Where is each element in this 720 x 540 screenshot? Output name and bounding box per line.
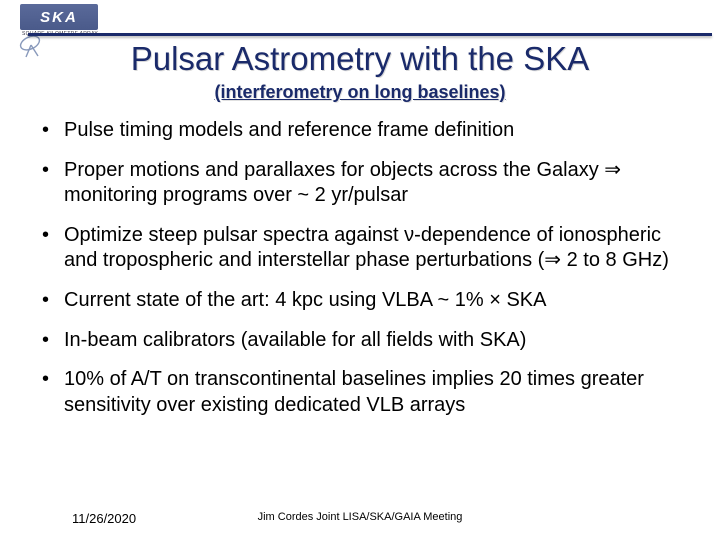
list-item: Current state of the art: 4 kpc using VL…: [38, 288, 690, 314]
slide-footer: 11/26/2020 Jim Cordes Joint LISA/SKA/GAI…: [0, 511, 720, 526]
list-item: Pulse timing models and reference frame …: [38, 118, 690, 144]
list-item: In-beam calibrators (available for all f…: [38, 328, 690, 354]
list-item: Proper motions and parallaxes for object…: [38, 158, 690, 209]
list-item: 10% of A/T on transcontinental baselines…: [38, 367, 690, 418]
bullet-list: Pulse timing models and reference frame …: [38, 118, 690, 432]
slide-title: Pulsar Astrometry with the SKA: [0, 40, 720, 78]
list-item: Optimize steep pulsar spectra against ν-…: [38, 223, 690, 274]
logo-text: SKA: [20, 4, 98, 30]
slide-subtitle: (interferometry on long baselines): [0, 82, 720, 103]
footer-author: Jim Cordes Joint LISA/SKA/GAIA Meeting: [258, 511, 463, 523]
footer-date: 11/26/2020: [72, 511, 136, 526]
horizontal-rule: [28, 33, 712, 36]
